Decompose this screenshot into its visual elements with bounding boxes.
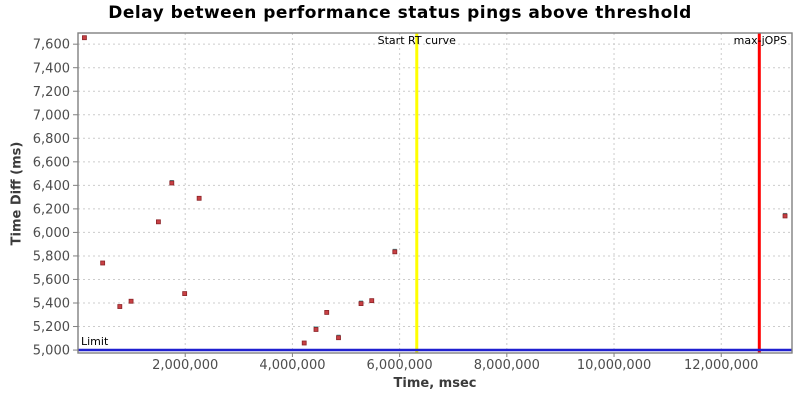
data-point bbox=[82, 35, 87, 41]
data-point bbox=[117, 304, 123, 309]
data-point bbox=[782, 213, 788, 219]
data-point bbox=[392, 249, 398, 255]
x-tick-label: 8,000,000 bbox=[474, 358, 540, 373]
data-point bbox=[100, 260, 106, 266]
y-tick-label: 6,200 bbox=[33, 202, 70, 217]
data-point bbox=[313, 327, 319, 332]
data-point bbox=[182, 291, 188, 296]
data-point bbox=[336, 335, 341, 341]
plot-border bbox=[77, 32, 793, 354]
y-tick-label: 7,200 bbox=[33, 85, 70, 100]
x-tick-label: 6,000,000 bbox=[367, 358, 433, 373]
y-tick-label: 6,600 bbox=[33, 155, 70, 170]
y-tick-label: 6,400 bbox=[33, 179, 70, 194]
data-point bbox=[169, 180, 175, 186]
x-tick-label: 12,000,000 bbox=[684, 358, 758, 373]
data-point bbox=[324, 310, 330, 315]
data-point bbox=[369, 298, 375, 304]
chart-title: Delay between performance status pings a… bbox=[108, 3, 692, 23]
data-point bbox=[301, 340, 307, 346]
data-point bbox=[156, 219, 161, 225]
x-axis-title: Time, msec bbox=[393, 376, 477, 391]
start-rt-label: Start RT curve bbox=[378, 34, 456, 47]
y-tick-label: 6,800 bbox=[33, 132, 70, 147]
data-point bbox=[128, 298, 134, 304]
y-tick-label: 5,600 bbox=[33, 273, 70, 288]
y-tick-label: 7,400 bbox=[33, 61, 70, 76]
y-tick-label: 6,000 bbox=[33, 226, 70, 241]
y-tick-label: 5,200 bbox=[33, 320, 70, 335]
y-tick-label: 5,800 bbox=[33, 249, 70, 264]
limit-label: Limit bbox=[81, 335, 109, 348]
x-tick-label: 2,000,000 bbox=[152, 358, 218, 373]
y-tick-label: 7,000 bbox=[33, 108, 70, 123]
y-tick-label: 5,400 bbox=[33, 297, 70, 312]
data-point bbox=[196, 195, 202, 201]
y-axis-title: Time Diff (ms) bbox=[9, 141, 25, 246]
y-tick-label: 7,600 bbox=[33, 38, 70, 53]
x-tick-label: 4,000,000 bbox=[259, 358, 325, 373]
y-tick-label: 5,000 bbox=[33, 344, 70, 359]
data-point bbox=[358, 301, 364, 306]
max-jops-label: max-jOPS bbox=[734, 34, 787, 47]
x-tick-label: 10,000,000 bbox=[577, 358, 651, 373]
